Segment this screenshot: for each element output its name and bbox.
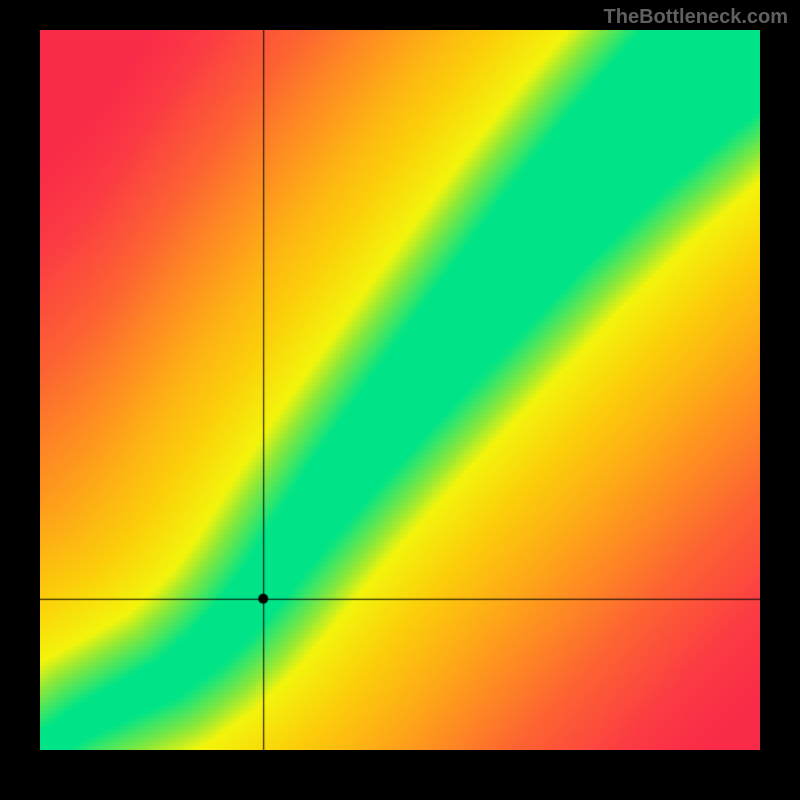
heatmap-plot <box>40 30 760 750</box>
chart-container: TheBottleneck.com <box>0 0 800 800</box>
watermark-text: TheBottleneck.com <box>604 6 788 29</box>
heatmap-canvas <box>40 30 760 750</box>
